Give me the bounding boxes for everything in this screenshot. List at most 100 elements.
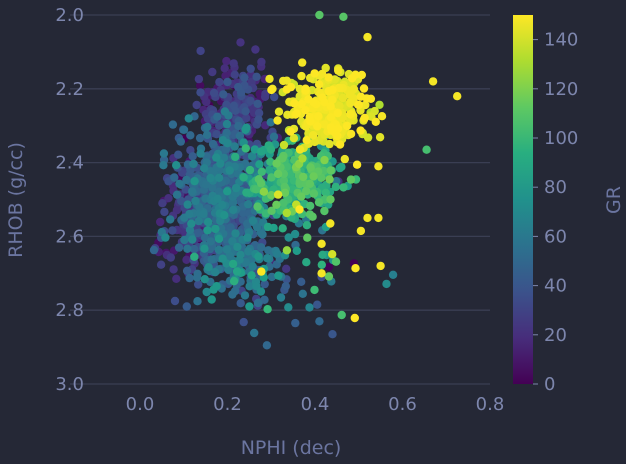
data-point — [257, 57, 266, 67]
data-point — [309, 131, 318, 140]
data-point — [298, 289, 307, 298]
data-point — [246, 96, 255, 106]
data-point — [325, 175, 334, 184]
data-point — [310, 285, 319, 295]
data-point — [273, 169, 283, 179]
data-point — [220, 107, 230, 116]
data-point — [231, 106, 240, 116]
data-point — [266, 118, 275, 127]
data-point — [216, 159, 225, 168]
data-point — [317, 269, 326, 278]
data-point — [223, 77, 232, 87]
data-point — [203, 122, 212, 132]
data-point — [360, 113, 369, 123]
y-tick-label: 2.0 — [55, 5, 84, 26]
data-point — [170, 173, 179, 182]
data-point — [247, 271, 256, 280]
data-point — [388, 270, 398, 279]
data-point — [305, 112, 314, 122]
data-point — [203, 226, 212, 235]
data-point — [213, 112, 222, 121]
data-point — [156, 217, 165, 227]
data-point — [254, 115, 263, 124]
data-point — [272, 159, 281, 168]
data-point — [314, 198, 324, 207]
data-point — [278, 154, 287, 163]
data-point — [326, 219, 335, 228]
data-point — [158, 199, 167, 208]
data-point — [297, 99, 306, 109]
data-point — [265, 165, 274, 175]
y-tick-label: 2.2 — [55, 79, 84, 100]
gridlines — [70, 14, 490, 385]
data-point — [235, 131, 245, 141]
data-point — [267, 85, 276, 95]
data-point — [194, 280, 203, 289]
data-point — [363, 213, 372, 223]
data-point — [188, 187, 197, 196]
data-point — [338, 93, 348, 103]
data-point — [188, 152, 197, 161]
data-point — [243, 233, 252, 242]
data-point — [317, 173, 326, 182]
data-point — [357, 70, 366, 80]
data-point — [346, 110, 355, 119]
data-point — [377, 112, 387, 121]
data-point — [252, 72, 261, 82]
data-point — [326, 166, 335, 175]
data-point — [374, 162, 383, 171]
data-point — [248, 216, 258, 225]
data-point — [346, 129, 356, 139]
data-point — [172, 161, 181, 170]
data-point — [334, 66, 343, 75]
x-tick-label: 0.2 — [213, 394, 242, 415]
data-point — [174, 150, 183, 159]
data-point — [222, 245, 232, 254]
data-point — [274, 107, 284, 116]
data-point — [274, 271, 283, 280]
y-axis-label: RHOB (g/cc) — [5, 142, 27, 258]
data-point — [326, 123, 336, 132]
data-point — [254, 108, 264, 118]
data-point — [354, 100, 363, 110]
colorbar: 0 20 40 60 80 100 120 140 — [513, 15, 578, 395]
data-point — [258, 230, 267, 239]
data-point — [317, 239, 326, 248]
data-point — [254, 252, 263, 261]
data-point — [242, 188, 251, 197]
data-point — [281, 282, 290, 291]
data-point — [324, 86, 333, 96]
data-point — [255, 160, 264, 169]
data-point — [306, 201, 315, 211]
data-point — [192, 100, 201, 110]
data-point — [166, 215, 175, 224]
colorbar-tick-label: 0 — [544, 374, 555, 395]
data-point — [256, 243, 266, 252]
data-point — [180, 235, 189, 245]
data-point — [218, 136, 228, 145]
data-point — [241, 258, 251, 267]
data-point — [170, 296, 180, 306]
data-point — [212, 130, 221, 139]
data-point — [222, 100, 231, 110]
data-point — [320, 206, 329, 216]
data-point — [337, 162, 346, 172]
data-point — [233, 242, 242, 252]
data-point — [260, 295, 269, 304]
data-point — [331, 257, 341, 266]
data-point — [229, 59, 238, 68]
data-point — [187, 219, 196, 228]
data-point — [333, 131, 342, 141]
data-point — [266, 157, 275, 166]
data-point — [176, 137, 185, 146]
data-point — [273, 190, 283, 199]
data-point — [324, 73, 333, 82]
data-point — [337, 310, 346, 320]
data-point — [182, 255, 191, 264]
data-point — [428, 77, 438, 86]
data-point — [228, 237, 237, 246]
y-tick-label: 2.8 — [55, 300, 84, 321]
data-point — [175, 179, 184, 188]
data-point — [196, 81, 205, 90]
data-point — [302, 186, 311, 196]
